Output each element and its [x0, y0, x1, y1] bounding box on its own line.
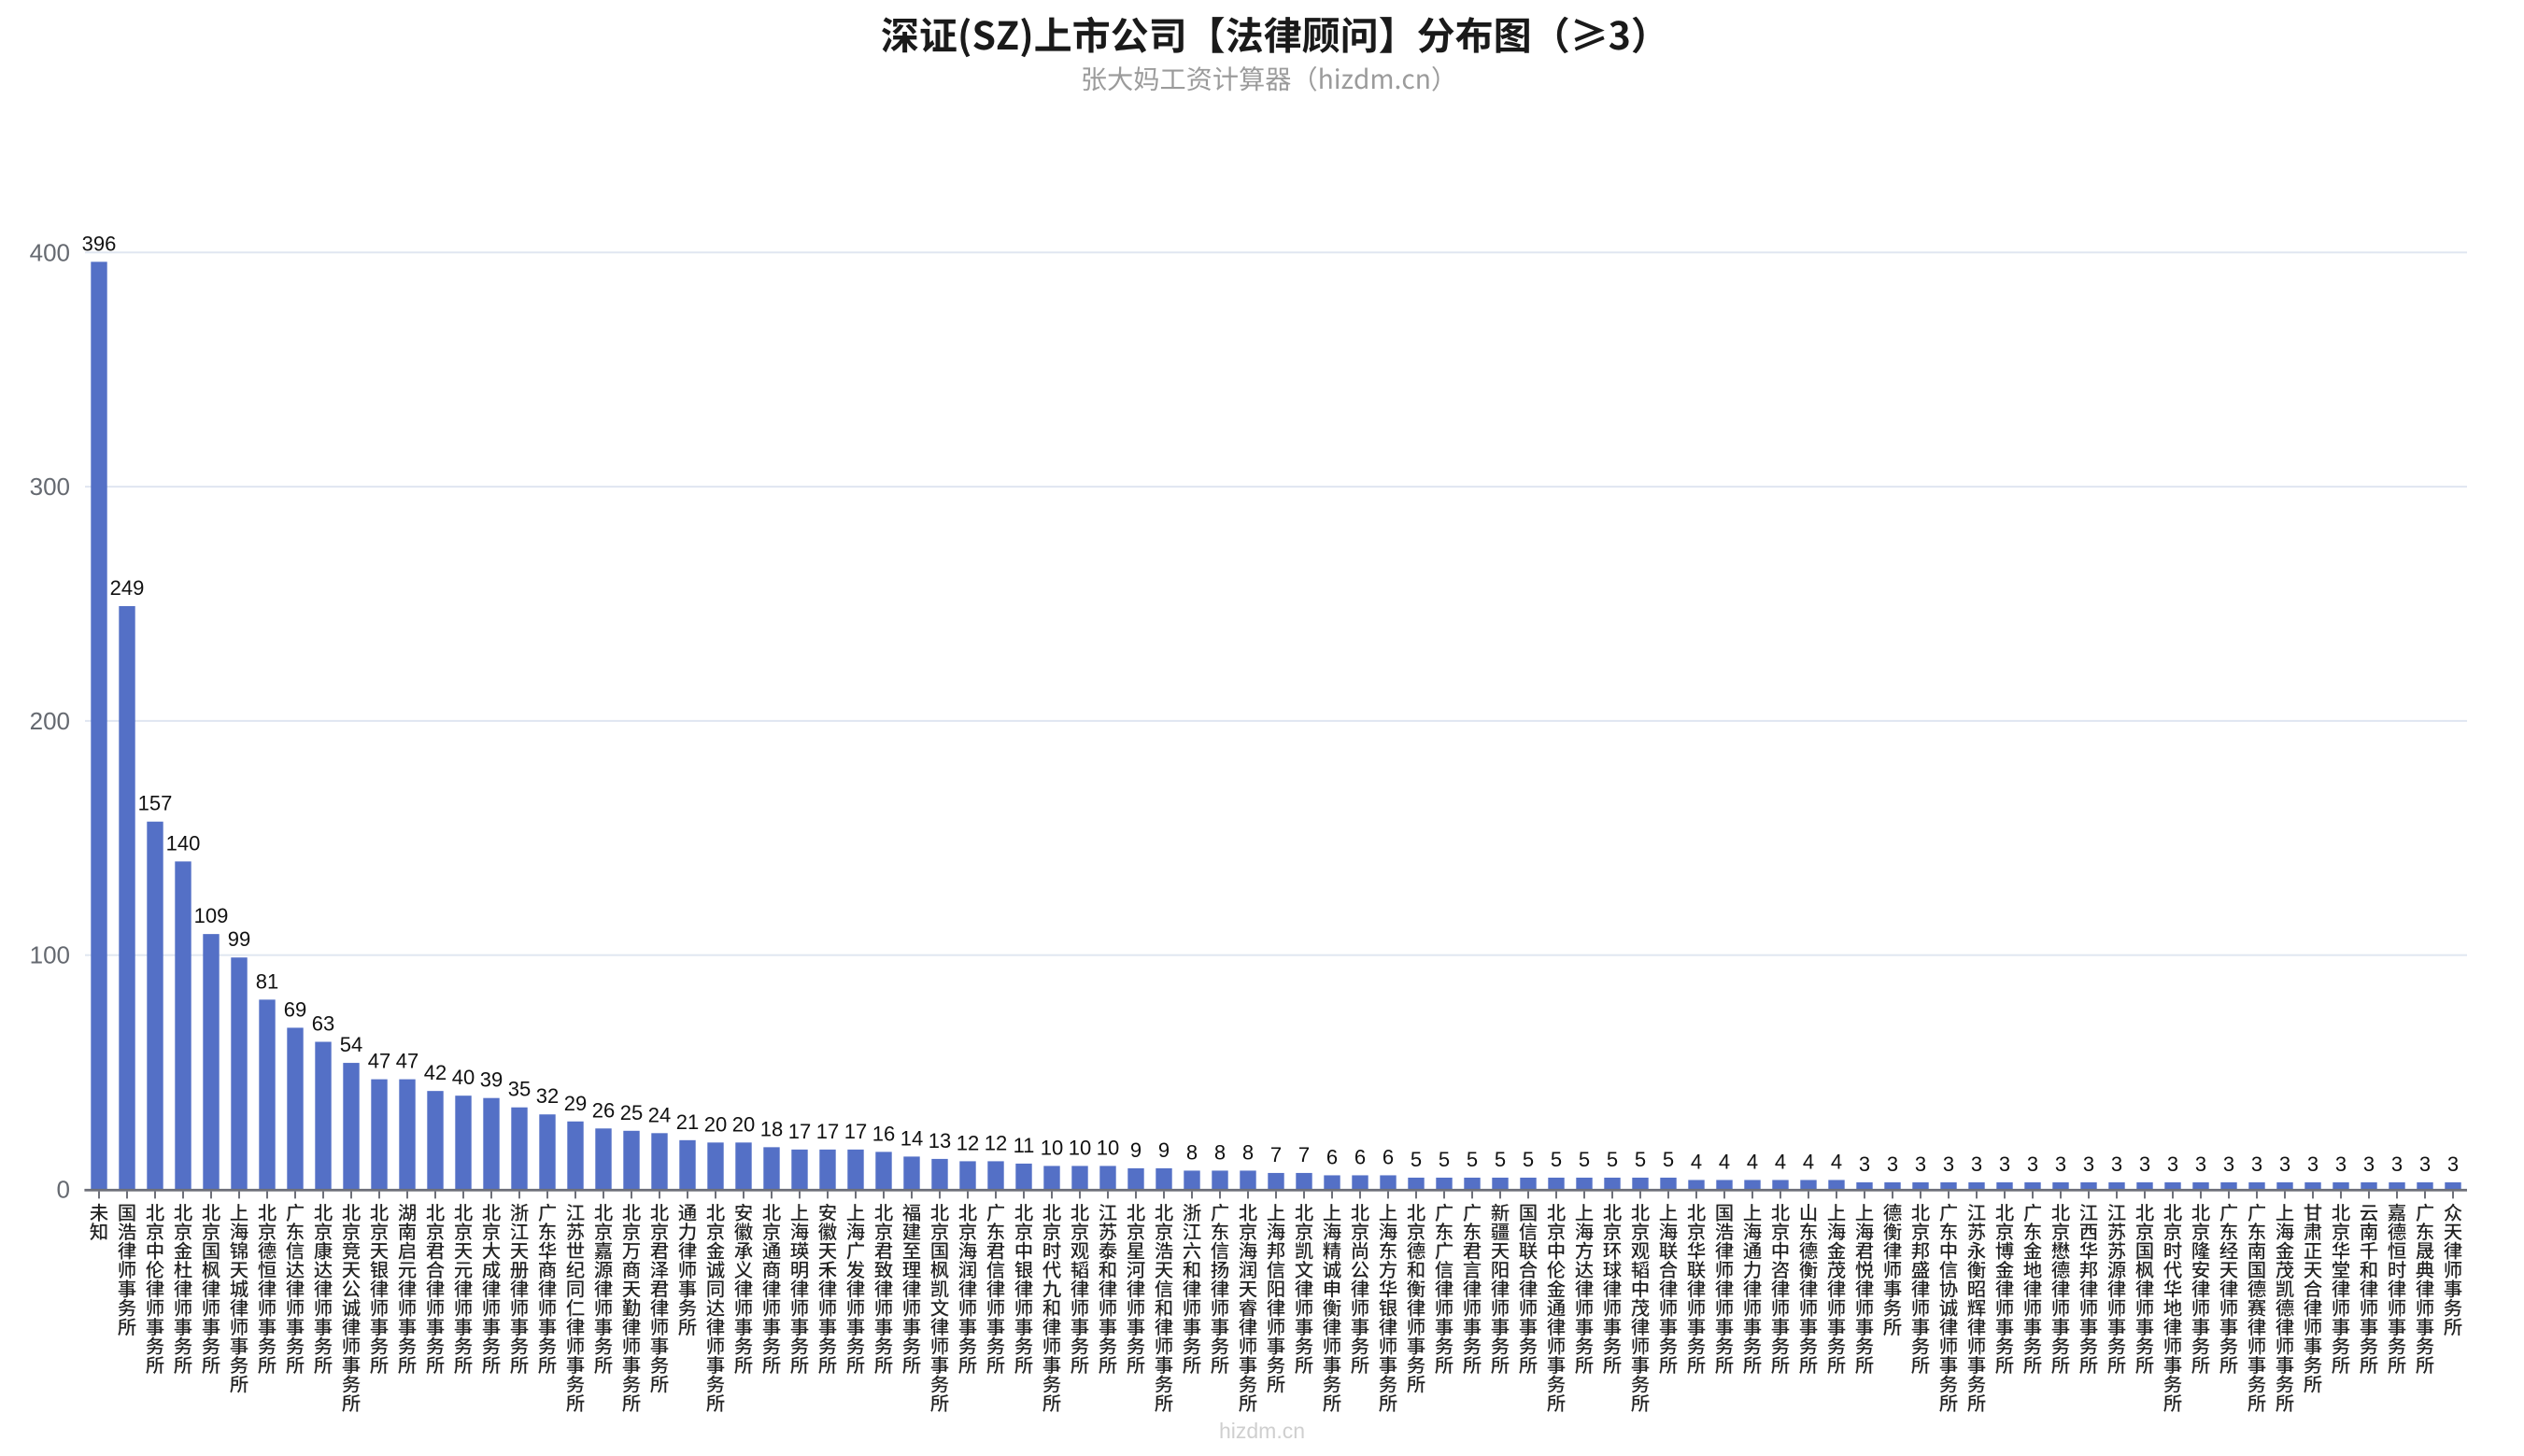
svg-text:249: 249 [110, 576, 145, 600]
svg-text:42: 42 [424, 1061, 447, 1084]
svg-text:6: 6 [1354, 1146, 1366, 1169]
svg-text:9: 9 [1130, 1138, 1141, 1162]
svg-text:3: 3 [1887, 1152, 1898, 1176]
svg-text:3: 3 [1943, 1152, 1954, 1176]
svg-text:12: 12 [957, 1131, 979, 1154]
svg-text:3: 3 [2027, 1152, 2038, 1176]
svg-text:hizdm.cn: hizdm.cn [1219, 1419, 1305, 1443]
svg-text:7: 7 [1270, 1143, 1282, 1166]
svg-text:10: 10 [1069, 1136, 1091, 1159]
svg-text:3: 3 [1971, 1152, 1982, 1176]
svg-text:0: 0 [57, 1176, 70, 1204]
svg-text:3: 3 [2335, 1152, 2347, 1176]
svg-text:3: 3 [1859, 1152, 1870, 1176]
svg-text:157: 157 [138, 792, 173, 815]
svg-text:5: 5 [1663, 1148, 1674, 1171]
svg-text:4: 4 [1747, 1151, 1758, 1174]
svg-text:10: 10 [1041, 1136, 1063, 1159]
svg-text:4: 4 [1803, 1151, 1814, 1174]
svg-text:63: 63 [312, 1012, 334, 1036]
svg-text:21: 21 [676, 1110, 699, 1134]
svg-text:18: 18 [760, 1117, 783, 1140]
svg-text:8: 8 [1186, 1140, 1198, 1164]
svg-text:3: 3 [2307, 1152, 2318, 1176]
svg-text:81: 81 [256, 969, 278, 993]
svg-text:3: 3 [2139, 1152, 2150, 1176]
svg-text:39: 39 [480, 1068, 503, 1092]
svg-text:3: 3 [2083, 1152, 2094, 1176]
svg-text:8: 8 [1214, 1140, 1226, 1164]
svg-text:3: 3 [2447, 1152, 2459, 1176]
svg-text:4: 4 [1691, 1151, 1702, 1174]
svg-text:17: 17 [788, 1120, 811, 1143]
svg-text:5: 5 [1523, 1148, 1534, 1171]
svg-text:5: 5 [1607, 1148, 1618, 1171]
svg-text:100: 100 [30, 941, 70, 969]
svg-text:6: 6 [1326, 1146, 1338, 1169]
svg-text:3: 3 [2223, 1152, 2234, 1176]
svg-text:6: 6 [1383, 1146, 1394, 1169]
svg-text:29: 29 [564, 1092, 587, 1115]
svg-text:3: 3 [2279, 1152, 2290, 1176]
svg-text:69: 69 [284, 997, 306, 1021]
svg-text:3: 3 [2055, 1152, 2066, 1176]
svg-text:300: 300 [30, 473, 70, 501]
svg-text:16: 16 [872, 1122, 895, 1145]
svg-text:26: 26 [592, 1098, 615, 1122]
svg-text:3: 3 [1999, 1152, 2010, 1176]
svg-text:54: 54 [340, 1033, 362, 1056]
svg-text:5: 5 [1635, 1148, 1646, 1171]
svg-text:47: 47 [368, 1050, 390, 1073]
svg-text:12: 12 [985, 1131, 1007, 1154]
svg-text:4: 4 [1831, 1151, 1842, 1174]
svg-text:47: 47 [396, 1050, 418, 1073]
svg-text:20: 20 [732, 1112, 755, 1136]
svg-text:3: 3 [2363, 1152, 2375, 1176]
svg-text:8: 8 [1242, 1140, 1254, 1164]
svg-text:3: 3 [2111, 1152, 2122, 1176]
svg-text:24: 24 [648, 1103, 671, 1126]
svg-text:200: 200 [30, 707, 70, 735]
svg-text:17: 17 [816, 1120, 839, 1143]
svg-text:5: 5 [1439, 1148, 1450, 1171]
svg-text:4: 4 [1719, 1151, 1730, 1174]
svg-text:3: 3 [2167, 1152, 2178, 1176]
svg-text:9: 9 [1158, 1138, 1170, 1162]
svg-text:5: 5 [1467, 1148, 1478, 1171]
svg-text:5: 5 [1579, 1148, 1590, 1171]
svg-text:109: 109 [194, 904, 229, 927]
svg-text:396: 396 [82, 232, 117, 255]
svg-text:140: 140 [166, 831, 201, 855]
svg-text:32: 32 [536, 1084, 559, 1108]
svg-text:25: 25 [620, 1101, 643, 1124]
svg-text:5: 5 [1411, 1148, 1422, 1171]
svg-text:40: 40 [452, 1066, 475, 1089]
svg-text:7: 7 [1298, 1143, 1310, 1166]
svg-text:35: 35 [508, 1078, 531, 1101]
svg-text:11: 11 [1014, 1134, 1035, 1157]
svg-text:14: 14 [900, 1126, 923, 1150]
svg-text:3: 3 [2195, 1152, 2206, 1176]
svg-text:17: 17 [844, 1120, 867, 1143]
svg-text:5: 5 [1551, 1148, 1562, 1171]
svg-text:13: 13 [929, 1129, 951, 1152]
svg-text:20: 20 [704, 1112, 727, 1136]
svg-text:3: 3 [2419, 1152, 2431, 1176]
svg-text:400: 400 [30, 238, 70, 266]
svg-text:10: 10 [1097, 1136, 1119, 1159]
svg-text:3: 3 [2391, 1152, 2403, 1176]
svg-text:3: 3 [2251, 1152, 2262, 1176]
svg-text:5: 5 [1495, 1148, 1506, 1171]
svg-text:99: 99 [228, 927, 250, 951]
svg-text:4: 4 [1775, 1151, 1786, 1174]
svg-text:3: 3 [1915, 1152, 1926, 1176]
